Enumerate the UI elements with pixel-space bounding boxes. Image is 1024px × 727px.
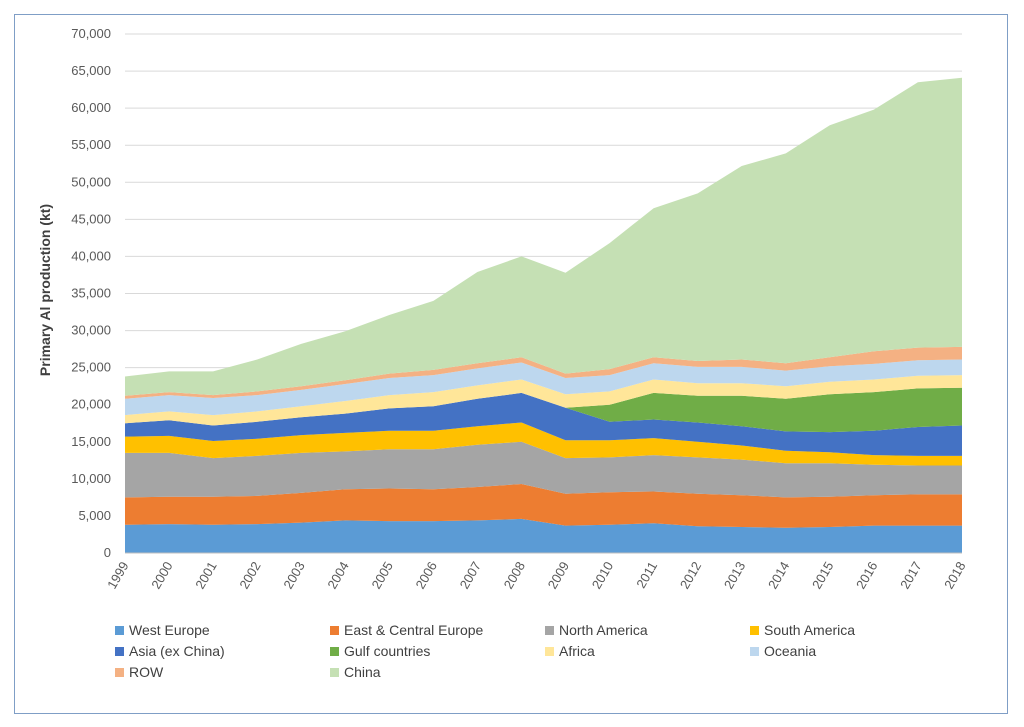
legend-label: Asia (ex China)	[129, 643, 225, 659]
y-axis-ticks: 0 5,000 10,000 15,000 20,000 25,000 30,000 35,0…	[71, 26, 111, 560]
legend-item: Africa	[545, 643, 595, 659]
legend-label: Africa	[559, 643, 595, 659]
y-tick-label: 15,000	[71, 434, 111, 449]
legend-item: East & Central Europe	[330, 622, 483, 638]
y-tick-label: 20,000	[71, 397, 111, 412]
x-tick-label: 2002	[236, 559, 263, 592]
y-tick-label: 10,000	[71, 471, 111, 486]
x-tick-label: 2003	[280, 559, 307, 592]
legend-swatch	[330, 667, 339, 677]
legend-item: Oceania	[750, 643, 816, 659]
x-tick-label: 2011	[633, 559, 660, 591]
x-tick-label: 2013	[721, 559, 748, 592]
y-tick-label: 0	[104, 545, 111, 560]
legend-label: Gulf countries	[344, 643, 431, 659]
y-tick-label: 45,000	[71, 211, 111, 226]
y-tick-label: 40,000	[71, 248, 111, 263]
x-tick-label: 2009	[545, 559, 572, 592]
y-tick-label: 30,000	[71, 323, 111, 338]
legend-label: Oceania	[764, 643, 817, 659]
y-tick-label: 5,000	[78, 508, 111, 523]
legend-label: North America	[559, 622, 648, 638]
x-tick-label: 2001	[192, 559, 219, 592]
y-tick-label: 70,000	[71, 26, 111, 41]
area-east-central-europe	[125, 484, 962, 528]
x-tick-label: 2018	[941, 559, 968, 592]
area-asia-ex-china	[125, 392, 962, 456]
legend-item: China	[330, 664, 381, 680]
area-africa	[125, 375, 962, 426]
legend-swatch	[115, 667, 124, 677]
area-west-europe	[125, 518, 962, 553]
legend-label: China	[344, 664, 381, 680]
legend-swatch	[115, 625, 124, 635]
x-tick-label: 2008	[501, 559, 528, 592]
legend-swatch	[750, 646, 759, 656]
y-axis-label: Primary Al production (kt)	[37, 204, 53, 376]
legend-label: West Europe	[129, 622, 210, 638]
legend-swatch	[115, 646, 124, 656]
x-tick-label: 2007	[457, 559, 484, 592]
legend-label: ROW	[129, 664, 164, 680]
y-tick-label: 25,000	[71, 360, 111, 375]
x-tick-label: 1999	[104, 559, 131, 592]
legend-label: East & Central Europe	[344, 622, 484, 638]
area-row	[125, 346, 962, 399]
legend-item: South America	[750, 622, 855, 638]
x-tick-label: 2004	[324, 559, 351, 592]
area-china	[125, 77, 962, 396]
x-tick-label: 2014	[765, 559, 792, 592]
x-tick-label: 2017	[897, 559, 924, 592]
legend-swatch	[330, 646, 339, 656]
legend-item: Asia (ex China)	[115, 643, 225, 659]
area-gulf-countries	[125, 387, 962, 433]
legend-item: ROW	[115, 664, 163, 680]
y-tick-label: 35,000	[71, 286, 111, 301]
x-tick-label: 2000	[148, 559, 175, 592]
y-tick-label: 65,000	[71, 63, 111, 78]
legend-swatch	[750, 625, 759, 635]
y-tick-label: 60,000	[71, 100, 111, 115]
legend-swatch	[330, 625, 339, 635]
x-tick-label: 2006	[413, 559, 440, 592]
area-south-america	[125, 422, 962, 466]
x-axis: 1999 2000 2001 2002 2003 2004 2005 2006 2007 2008…	[104, 552, 969, 592]
legend-swatch	[545, 646, 554, 656]
legend-item: West Europe	[115, 622, 210, 638]
legend-swatch	[545, 625, 554, 635]
area-north-america	[125, 441, 962, 498]
x-tick-label: 2005	[368, 559, 395, 592]
x-tick-label: 2016	[853, 559, 880, 592]
x-tick-label: 2012	[677, 559, 704, 592]
y-tick-label: 55,000	[71, 137, 111, 152]
x-tick-label: 2015	[809, 559, 836, 592]
area-oceania	[125, 359, 962, 416]
legend-item: North America	[545, 622, 648, 638]
legend-label: South America	[764, 622, 856, 638]
legend-item: Gulf countries	[330, 643, 430, 659]
y-tick-label: 50,000	[71, 174, 111, 189]
x-tick-label: 2010	[589, 559, 616, 592]
area-series	[125, 77, 962, 553]
